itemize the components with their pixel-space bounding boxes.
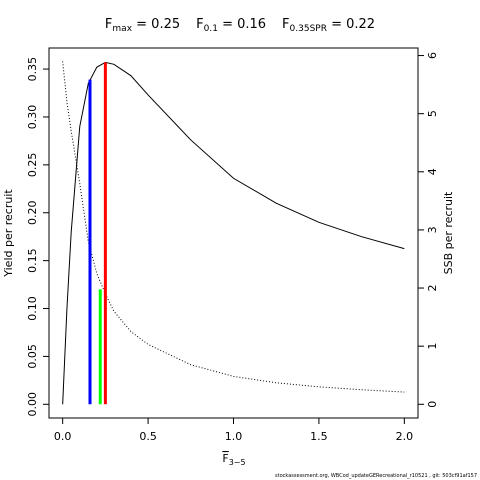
y2-tick-label: 5 xyxy=(426,110,439,117)
y-tick-label: 0.25 xyxy=(26,153,39,178)
y-tick-label: 0.20 xyxy=(26,200,39,225)
x-label-symbol: F xyxy=(222,452,228,465)
y2-tick-label: 1 xyxy=(426,343,439,350)
title-value: = 0.22 xyxy=(327,17,375,32)
title-symbol: F xyxy=(196,17,203,32)
x-tick-label: 1.0 xyxy=(225,430,243,443)
y-tick-label: 0.30 xyxy=(26,105,39,130)
series-line xyxy=(62,61,405,393)
y-tick-label: 0.15 xyxy=(26,248,39,273)
y-tick-label: 0.05 xyxy=(26,344,39,369)
y2-tick-label: 2 xyxy=(426,285,439,292)
y2-tick-label: 3 xyxy=(426,226,439,233)
title-subscript: 0.1 xyxy=(204,24,218,34)
y-tick-label: 0.10 xyxy=(26,296,39,321)
y-tick-label: 0.35 xyxy=(26,57,39,82)
title-value: = 0.25 xyxy=(132,17,180,32)
x-axis-label: F3−5 xyxy=(222,452,245,467)
title-subscript: 0.35SPR xyxy=(290,24,327,34)
y2-axis-label: SSB per recruit xyxy=(442,191,455,274)
y2-tick-label: 0 xyxy=(426,401,439,408)
footer: stockassessment.org, WBCod_updateGERecre… xyxy=(275,473,477,479)
y-tick-label: 0.00 xyxy=(26,392,39,417)
title-subscript: max xyxy=(112,24,132,34)
chart-title: Fmax = 0.25 F0.1 = 0.16 F0.35SPR = 0.22 xyxy=(105,17,375,34)
x-tick-label: 1.5 xyxy=(310,430,328,443)
x-tick-label: 0.5 xyxy=(139,430,157,443)
title-symbol: F xyxy=(282,17,289,32)
y2-tick-label: 6 xyxy=(426,52,439,59)
x-tick-label: 0.0 xyxy=(54,430,72,443)
series-line xyxy=(62,61,405,405)
x-tick-label: 2.0 xyxy=(396,430,414,443)
title-value: = 0.16 xyxy=(218,17,266,32)
y2-tick-label: 4 xyxy=(426,168,439,175)
y-axis-label: Yield per recruit xyxy=(2,189,15,278)
x-label-subscript: 3−5 xyxy=(229,458,246,467)
title-symbol: F xyxy=(105,17,112,32)
